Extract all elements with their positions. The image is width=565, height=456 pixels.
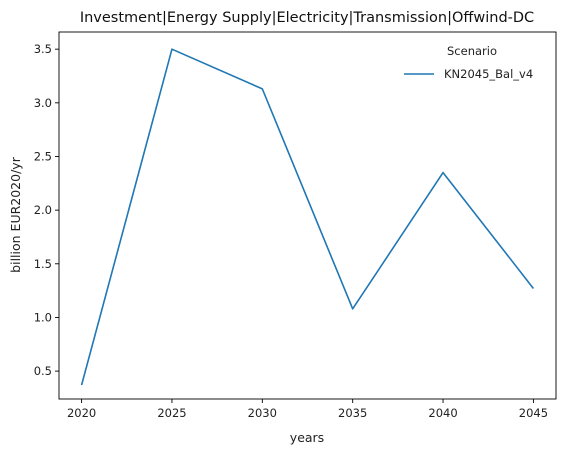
y-tick-label: 3.5 — [34, 42, 52, 56]
x-tick-label: 2030 — [248, 406, 277, 420]
data-point — [80, 383, 84, 387]
x-tick-label: 2020 — [67, 406, 96, 420]
series-line-kn2045-bal-v4 — [80, 48, 535, 386]
y-tick-label: 0.5 — [34, 364, 52, 378]
y-tick-label: 1.0 — [34, 310, 52, 324]
legend: Scenario KN2045_Bal_v4 — [404, 44, 533, 81]
x-tick-label: 2025 — [157, 406, 186, 420]
data-point — [170, 47, 174, 51]
y-tick-label: 3.0 — [34, 96, 52, 110]
data-point — [260, 87, 264, 91]
x-tick-label: 2035 — [338, 406, 367, 420]
series-layer — [80, 47, 535, 387]
y-tick-label: 1.5 — [34, 257, 52, 271]
data-point — [351, 307, 355, 311]
y-axis: 0.5 1.0 1.5 2.0 2.5 3.0 3.5 — [34, 42, 59, 378]
x-axis-label: years — [290, 430, 324, 445]
y-tick-label: 2.5 — [34, 149, 52, 163]
x-axis: 2020 2025 2030 2035 2040 2045 — [67, 399, 548, 420]
x-tick-label: 2045 — [519, 406, 548, 420]
data-point — [531, 286, 535, 290]
x-tick-label: 2040 — [428, 406, 457, 420]
chart-title: Investment|Energy Supply|Electricity|Tra… — [80, 10, 534, 26]
legend-label-kn2045-bal-v4: KN2045_Bal_v4 — [444, 67, 533, 81]
legend-title: Scenario — [447, 44, 497, 58]
y-tick-label: 2.0 — [34, 203, 52, 217]
y-axis-label: billion EUR2020/yr — [8, 156, 23, 273]
data-point — [441, 171, 445, 175]
plot-area-frame — [58, 31, 557, 400]
